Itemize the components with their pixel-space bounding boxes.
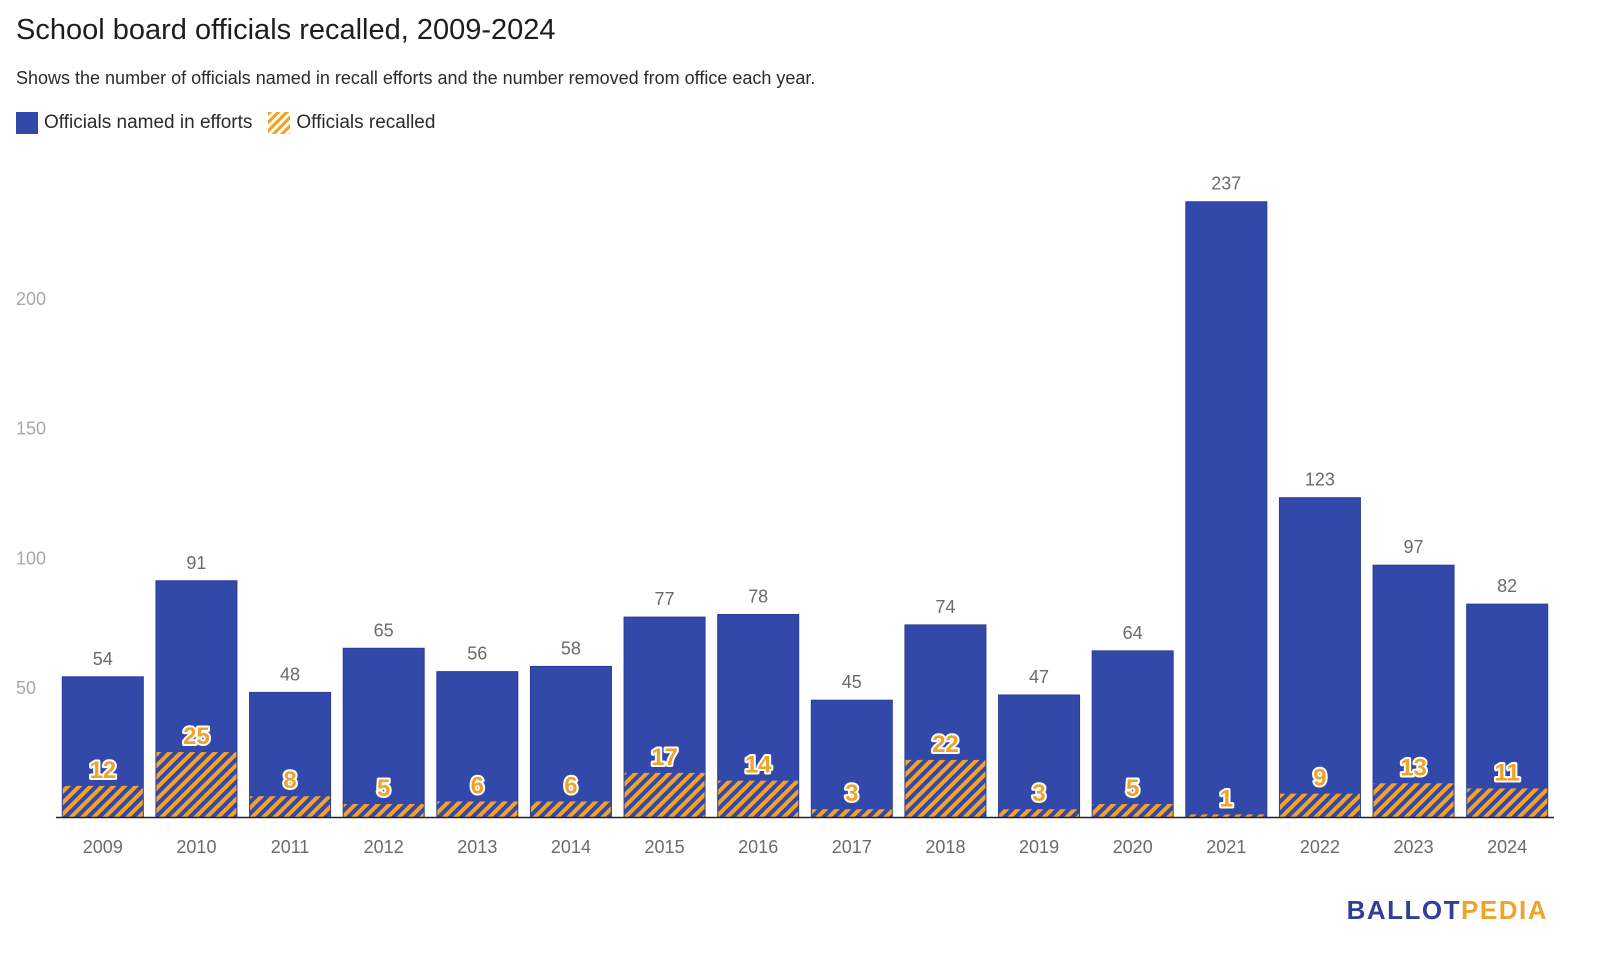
data-label-named: 45 — [842, 672, 862, 692]
bar-recalled — [999, 809, 1080, 817]
chart-title: School board officials recalled, 2009-20… — [16, 14, 556, 46]
data-label-recalled: 8 — [283, 767, 296, 794]
x-axis: 2009 2010 2011 2012 2013 2014 2015 2016 2017 2018… — [56, 816, 1554, 857]
data-label-named: 65 — [374, 620, 394, 640]
data-label-recalled: 5 — [1126, 775, 1139, 802]
legend-label-named: Officials named in efforts — [44, 112, 253, 133]
bar-recalled — [624, 772, 705, 817]
data-label-named: 74 — [935, 597, 955, 617]
y-tick-label: 150 — [16, 419, 46, 439]
x-tick-label: 2015 — [645, 837, 685, 857]
data-label-recalled: 1 — [1220, 785, 1233, 812]
x-tick-label: 2017 — [832, 837, 872, 857]
data-label-recalled: 6 — [564, 772, 577, 799]
legend-label-recalled: Officials recalled — [296, 112, 436, 133]
data-label-recalled: 25 — [183, 723, 210, 750]
y-tick-label: 200 — [16, 289, 46, 309]
x-tick-label: 2019 — [1019, 837, 1059, 857]
data-label-recalled: 3 — [845, 780, 858, 807]
bar-recalled — [250, 796, 331, 817]
y-axis: 50 100 150 200 — [16, 289, 46, 698]
data-label-named: 78 — [748, 587, 768, 607]
bar-named — [529, 665, 612, 818]
data-label-recalled: 22 — [932, 731, 959, 758]
bar-recalled — [811, 809, 892, 817]
bar-named — [1372, 564, 1455, 818]
x-tick-label: 2024 — [1487, 837, 1527, 857]
data-label-recalled: 5 — [377, 775, 390, 802]
data-label-named: 56 — [467, 644, 487, 664]
chart-subtitle: Shows the number of officials named in r… — [16, 68, 816, 88]
x-tick-label: 2009 — [83, 837, 123, 857]
x-tick-label: 2012 — [364, 837, 404, 857]
bar-recalled — [156, 752, 237, 817]
logo-part-ballot: BALLOT — [1346, 895, 1462, 925]
bar-recalled — [1186, 814, 1267, 817]
bar-named — [1185, 201, 1268, 818]
x-tick-label: 2020 — [1113, 837, 1153, 857]
legend-swatch-recalled — [268, 112, 291, 134]
data-label-named: 47 — [1029, 667, 1049, 687]
data-label-recalled: 6 — [471, 772, 484, 799]
data-label-named: 77 — [655, 589, 675, 609]
bars: 5412912548865556658677177814453742247364… — [61, 174, 1549, 818]
x-tick-label: 2014 — [551, 837, 591, 857]
x-tick-label: 2010 — [176, 837, 216, 857]
logo-part-pedia: PEDIA — [1461, 895, 1548, 925]
y-tick-label: 100 — [16, 548, 46, 568]
data-label-recalled: 17 — [651, 744, 678, 771]
data-label-named: 64 — [1123, 623, 1143, 643]
bar-recalled — [343, 804, 424, 817]
data-label-recalled: 13 — [1400, 754, 1427, 781]
bar-recalled — [437, 801, 518, 817]
legend-item-named: Officials named in efforts — [16, 112, 252, 134]
bar-recalled — [62, 785, 143, 817]
data-label-named: 58 — [561, 638, 581, 658]
legend: Officials named in efforts Officials rec… — [16, 112, 435, 134]
data-label-recalled: 3 — [1032, 780, 1045, 807]
bar-named — [1278, 497, 1361, 818]
legend-swatch-named — [16, 112, 38, 134]
bar-named — [342, 647, 425, 818]
data-label-named: 97 — [1404, 537, 1424, 557]
data-label-named: 48 — [280, 664, 300, 684]
bar-named — [1091, 650, 1174, 818]
x-tick-label: 2011 — [271, 837, 310, 857]
bar-recalled — [1373, 783, 1454, 817]
bar-recalled — [530, 801, 611, 817]
bar-named — [1466, 603, 1549, 818]
bar-recalled — [1279, 793, 1360, 817]
ballotpedia-logo: BALLOTPEDIA — [1347, 895, 1548, 926]
data-label-named: 54 — [93, 649, 113, 669]
data-label-named: 237 — [1211, 174, 1241, 194]
data-label-named: 82 — [1497, 576, 1517, 596]
legend-item-recalled: Officials recalled — [268, 112, 435, 134]
x-tick-label: 2013 — [457, 837, 497, 857]
data-label-recalled: 11 — [1495, 759, 1520, 786]
bar-recalled — [905, 759, 986, 817]
bar-named — [998, 694, 1081, 818]
x-tick-label: 2023 — [1394, 837, 1434, 857]
x-tick-label: 2021 — [1206, 837, 1246, 857]
bar-recalled — [1467, 788, 1548, 817]
x-tick-label: 2018 — [925, 837, 965, 857]
y-tick-label: 50 — [16, 678, 36, 698]
bar-named — [436, 671, 519, 818]
data-label-recalled: 9 — [1313, 765, 1326, 792]
x-tick-label: 2022 — [1300, 837, 1340, 857]
data-label-named: 123 — [1305, 470, 1335, 490]
bar-recalled — [718, 780, 799, 817]
data-label-recalled: 14 — [745, 752, 772, 779]
bar-recalled — [1092, 804, 1173, 817]
data-label-named: 91 — [186, 553, 206, 573]
data-label-recalled: 12 — [89, 757, 116, 784]
x-tick-label: 2016 — [738, 837, 778, 857]
